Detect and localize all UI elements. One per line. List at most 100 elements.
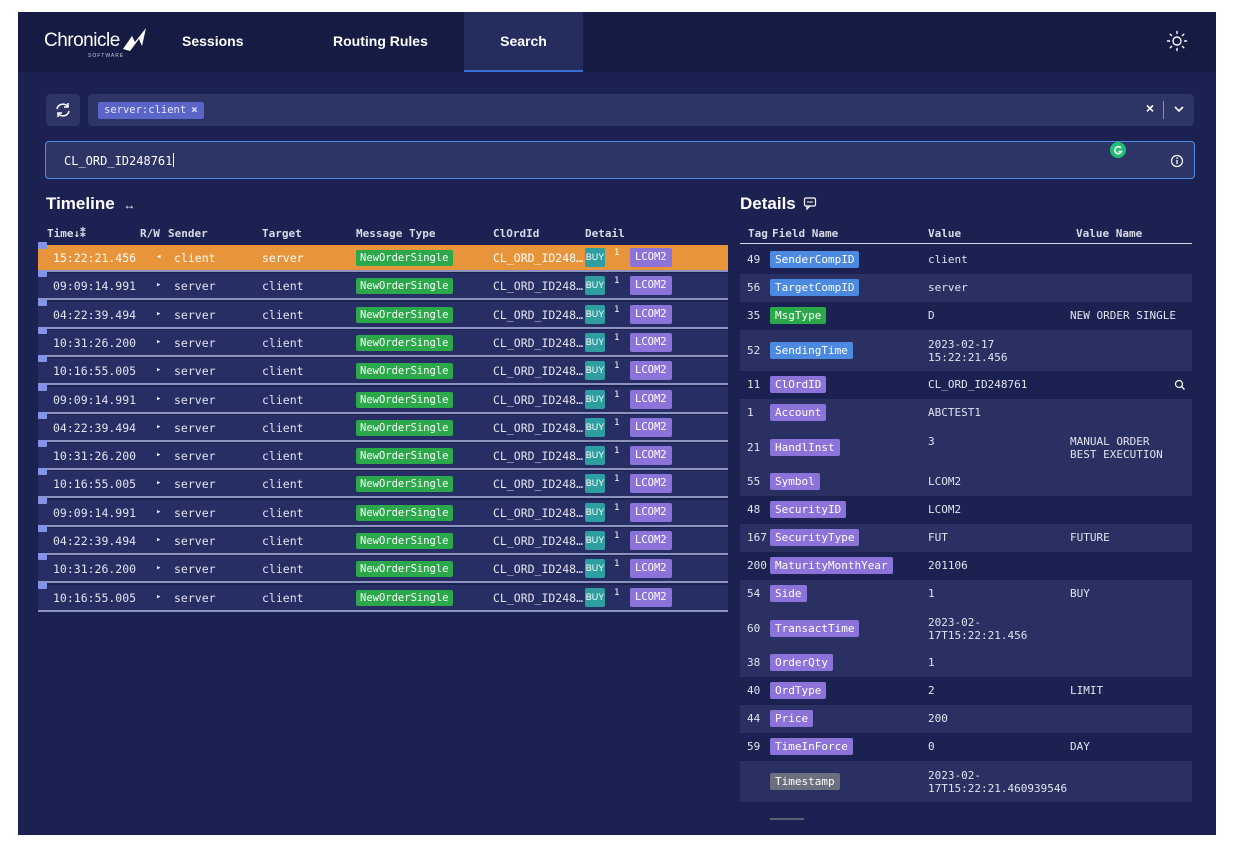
timeline-row[interactable]: 10:31:26.200 ▸ server client NewOrderSingle C… (38, 440, 728, 471)
details-header-value: Value (928, 227, 962, 240)
row-clordid: CL_ORD_ID248… (493, 307, 584, 322)
row-sender: server (174, 420, 216, 435)
detail-field-badge: MsgType (770, 307, 827, 324)
row-clordid: CL_ORD_ID248… (493, 562, 584, 577)
detail-tag: 49 (747, 253, 761, 266)
detail-value: CL_ORD_ID248761 (928, 378, 1028, 391)
comment-icon[interactable] (803, 196, 817, 211)
chip-remove-icon[interactable]: × (191, 104, 198, 116)
detail-value: LCOM2 (928, 475, 962, 488)
refresh-button[interactable] (46, 94, 80, 126)
message-type-badge: NewOrderSingle (356, 250, 453, 266)
timeline-row[interactable]: 04:22:39.494 ▸ server client NewOrderSingle C… (38, 411, 728, 442)
detail-field-badge: SecurityType (770, 529, 860, 546)
grammarly-icon[interactable] (1110, 142, 1126, 158)
side-badge: BUY (585, 559, 605, 579)
timeline-row[interactable]: 04:22:39.494 ▸ server client NewOrderSingle C… (38, 298, 728, 329)
col-header-time[interactable]: Time↓⁑ (47, 227, 86, 240)
info-icon[interactable] (1170, 154, 1184, 168)
row-divider (38, 326, 728, 329)
timeline-row[interactable]: 10:16:55.005 ▸ server client NewOrderSingle C… (38, 355, 728, 386)
row-marker-icon (38, 525, 47, 532)
detail-tag: 35 (747, 309, 761, 322)
symbol-badge: LCOM2 (630, 361, 672, 381)
detail-row: 44 Price 200 (740, 705, 1192, 733)
row-sender: server (174, 534, 216, 548)
row-divider (38, 354, 728, 357)
detail-field-badge: TargetCompID (770, 279, 860, 296)
qty-value: 1 (614, 559, 620, 570)
detail-value: 201106 (928, 559, 968, 572)
row-time: 15:22:21.456 (53, 251, 137, 265)
timeline-row[interactable]: 04:22:39.494 ▸ server client NewOrderSingle C… (38, 525, 728, 555)
detail-value: server (928, 281, 968, 294)
row-marker-icon (38, 496, 47, 504)
detail-field-badge: OrdType (770, 682, 827, 699)
detail-tag: 60 (747, 621, 761, 635)
row-sender: server (174, 279, 216, 294)
symbol-badge: LCOM2 (630, 559, 672, 579)
chevron-down-icon[interactable] (1172, 102, 1186, 116)
side-badge: BUY (585, 276, 605, 296)
row-clordid: CL_ORD_ID248… (493, 505, 584, 520)
timeline-row[interactable]: 15:22:21.456 ◂ client server NewOrderSingle C… (38, 242, 728, 272)
row-clordid: CL_ORD_ID248… (493, 449, 584, 464)
search-icon[interactable] (1174, 379, 1186, 391)
row-target: client (262, 477, 304, 492)
qty-value: 1 (614, 417, 620, 428)
message-type-badge: NewOrderSingle (356, 391, 453, 408)
filter-input[interactable]: server:client × × (88, 94, 1194, 126)
side-badge: BUY (585, 446, 605, 466)
row-sender: server (174, 477, 216, 492)
row-clordid: CL_ORD_ID248… (493, 335, 584, 350)
side-badge: BUY (585, 502, 605, 522)
row-time: 10:31:26.200 (53, 449, 137, 464)
filter-chip: server:client × (98, 102, 204, 119)
nav-sessions[interactable]: Sessions (182, 33, 244, 49)
detail-tag: 59 (747, 740, 761, 753)
nav-routing-rules[interactable]: Routing Rules (333, 33, 428, 49)
row-time: 04:22:39.494 (53, 534, 137, 548)
row-target: client (262, 420, 304, 435)
timeline-row[interactable]: 09:09:14.991 ▸ server client NewOrderSingle C… (38, 383, 728, 414)
row-marker-icon (38, 553, 47, 561)
timeline-row[interactable]: 10:16:55.005 ▸ server client NewOrderSingle C… (38, 468, 728, 499)
message-type-badge: NewOrderSingle (356, 589, 453, 606)
row-target: client (262, 279, 304, 294)
search-text: CL_ORD_ID248761 (64, 154, 173, 168)
qty-value: 1 (614, 276, 620, 287)
expand-horizontal-icon[interactable]: ↔ (123, 198, 136, 212)
message-type-badge: NewOrderSingle (356, 448, 453, 465)
direction-icon: ▸ (156, 591, 162, 602)
row-divider (38, 468, 728, 471)
timeline-row[interactable]: 09:09:14.991 ▸ server client NewOrderSingle C… (38, 270, 728, 301)
symbol-badge: LCOM2 (630, 332, 672, 352)
timeline-row[interactable]: 10:31:26.200 ▸ server client NewOrderSingle C… (38, 326, 728, 357)
detail-row: 35 MsgType D NEW ORDER SINGLE (740, 302, 1192, 330)
app-window: Chronicle SOFTWARE Sessions Routing Rule… (18, 12, 1216, 835)
details-header-tag: Tag (748, 227, 768, 240)
details-header-value-name: Value Name (1076, 227, 1143, 240)
row-target: client (262, 562, 304, 577)
sort-icon[interactable]: ↓⁑ (73, 227, 86, 240)
clear-filter-icon[interactable]: × (1145, 100, 1154, 116)
timeline-row[interactable]: 10:16:55.005 ▸ server client NewOrderSingle C… (38, 581, 728, 612)
nav-search[interactable]: Search (464, 12, 583, 72)
timeline-row[interactable]: 10:31:26.200 ▸ server client NewOrderSingle C… (38, 553, 728, 584)
timeline-row[interactable]: 09:09:14.991 ▸ server client NewOrderSingle C… (38, 496, 728, 527)
row-target: client (262, 392, 304, 407)
detail-tag: 40 (747, 684, 761, 697)
row-time: 09:09:14.991 (53, 505, 137, 520)
symbol-badge: LCOM2 (630, 587, 672, 607)
detail-row: 11 ClOrdID CL_ORD_ID248761 (740, 371, 1192, 399)
row-divider (38, 270, 728, 272)
search-input[interactable]: CL_ORD_ID248761 (45, 141, 1195, 179)
row-target: client (262, 505, 304, 520)
row-clordid: CL_ORD_ID248… (493, 251, 584, 265)
theme-toggle-sun-icon[interactable] (1166, 30, 1188, 52)
message-type-badge: NewOrderSingle (356, 306, 453, 323)
direction-icon: ▸ (156, 563, 162, 574)
detail-row: 1 Account ABCTEST1 (740, 399, 1192, 427)
detail-field-badge: Side (770, 585, 807, 602)
detail-row: 167 SecurityType FUT FUTURE (740, 524, 1192, 552)
